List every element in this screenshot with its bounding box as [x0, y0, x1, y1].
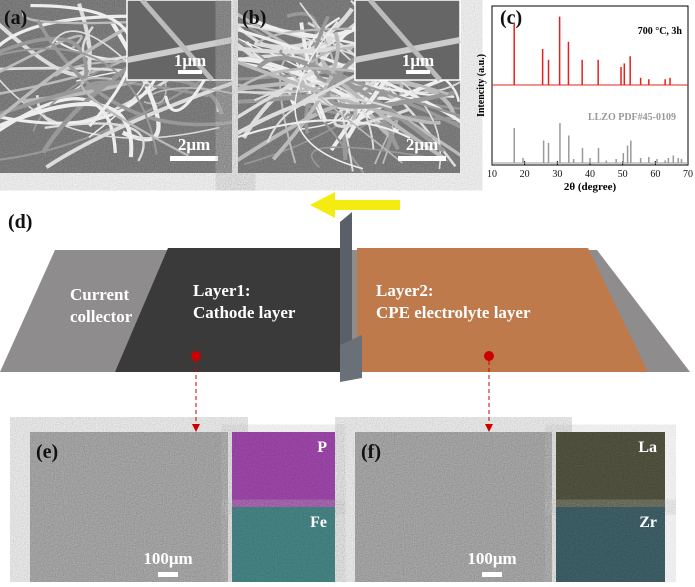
fiber — [266, 96, 393, 143]
map-label: Zr — [639, 514, 657, 531]
fiber — [0, 97, 118, 154]
x-tick-label: 20 — [520, 169, 530, 180]
fiber — [333, 68, 410, 128]
text: CPE electrolyte layer — [376, 303, 531, 322]
texture — [556, 507, 665, 582]
fiber — [238, 67, 449, 96]
scale-bar — [406, 70, 430, 74]
texture — [30, 432, 228, 582]
text: Current — [70, 285, 130, 304]
scale-label: 2μm — [178, 135, 210, 154]
panel-label: (d) — [8, 211, 32, 233]
fiber — [253, 82, 375, 150]
fiber — [126, 37, 233, 63]
fiber — [36, 19, 232, 127]
panel-label: (c) — [500, 7, 522, 29]
y-axis-label: Intencity (a.u.) — [476, 54, 487, 117]
cathode-layer — [115, 248, 352, 372]
x-tick-label: 40 — [585, 169, 595, 180]
x-tick-label: 60 — [650, 169, 660, 180]
fiber — [238, 86, 372, 104]
annotation: 700 °C, 3h — [638, 26, 683, 37]
fiber — [151, 87, 232, 96]
x-tick-label: 30 — [552, 169, 562, 180]
fiber — [238, 71, 315, 119]
panel-label: (e) — [36, 441, 58, 463]
annotation: LLZO PDF#45-0109 — [588, 112, 676, 123]
map-label: P — [317, 439, 327, 456]
dot — [191, 351, 201, 361]
arrow — [310, 192, 400, 218]
panel-label: (a) — [4, 7, 27, 29]
dot — [484, 351, 494, 361]
texture — [232, 432, 335, 507]
scale-label: 2μm — [406, 135, 438, 154]
fiber — [294, 21, 364, 170]
fiber — [238, 38, 365, 173]
scale-label: 1μm — [174, 51, 206, 70]
fiber — [354, 37, 461, 63]
map-label: Fe — [310, 514, 327, 531]
fiber — [140, 0, 214, 82]
scale-bar — [398, 156, 446, 161]
text: collector — [70, 307, 133, 326]
fiber — [304, 84, 460, 134]
fiber — [257, 27, 352, 45]
x-axis-label: 2θ (degree) — [564, 181, 617, 193]
fiber — [0, 36, 88, 83]
scale-label: 100μm — [467, 549, 516, 568]
scale-bar — [158, 572, 178, 577]
fiber — [286, 70, 403, 164]
fiber — [45, 81, 232, 169]
scale-bar — [178, 70, 202, 74]
panel-label: (b) — [242, 7, 266, 29]
fiber — [238, 21, 335, 92]
fiber — [310, 146, 449, 168]
scale-bar — [170, 156, 218, 161]
fiber — [238, 119, 411, 140]
map-label: La — [638, 439, 657, 456]
texture — [232, 507, 335, 582]
texture — [355, 432, 552, 582]
text: Layer2: — [376, 281, 434, 300]
electrolyte-layer — [357, 248, 648, 372]
x-tick-label: 50 — [618, 169, 628, 180]
scale-bar — [482, 572, 502, 577]
fiber — [368, 0, 442, 82]
fiber — [0, 79, 220, 139]
text: Cathode layer — [193, 303, 296, 322]
separator-foot — [340, 335, 362, 382]
panel-label: (f) — [361, 441, 381, 463]
fiber — [0, 47, 158, 155]
fiber — [238, 102, 358, 163]
texture — [556, 432, 665, 507]
scale-label: 1μm — [402, 51, 434, 70]
x-tick-label: 70 — [683, 169, 693, 180]
x-tick-label: 10 — [487, 169, 497, 180]
text: Layer1: — [193, 281, 251, 300]
separator — [340, 212, 352, 382]
fiber — [238, 28, 460, 124]
fiber — [80, 77, 189, 157]
fiber — [279, 49, 460, 118]
scale-label: 100μm — [143, 549, 192, 568]
